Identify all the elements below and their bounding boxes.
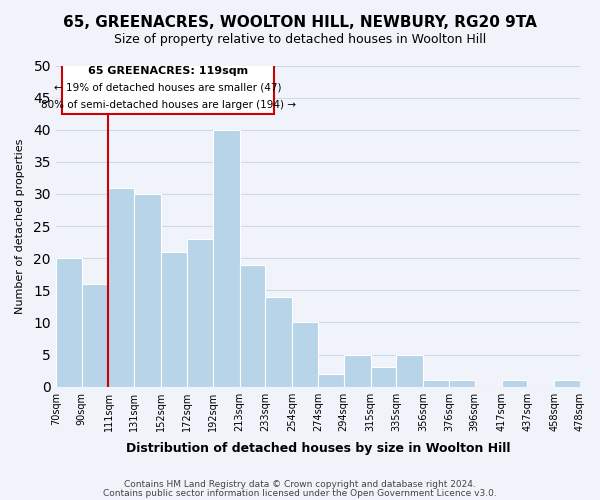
Text: 65 GREENACRES: 119sqm: 65 GREENACRES: 119sqm	[88, 66, 248, 76]
Bar	[344, 354, 371, 386]
Bar	[318, 374, 344, 386]
Bar	[292, 322, 318, 386]
Bar	[187, 239, 212, 386]
Bar	[212, 130, 239, 386]
Bar	[554, 380, 580, 386]
FancyBboxPatch shape	[62, 56, 274, 114]
Bar	[423, 380, 449, 386]
Bar	[134, 194, 161, 386]
Text: 65, GREENACRES, WOOLTON HILL, NEWBURY, RG20 9TA: 65, GREENACRES, WOOLTON HILL, NEWBURY, R…	[63, 15, 537, 30]
Bar	[109, 188, 134, 386]
Text: Size of property relative to detached houses in Woolton Hill: Size of property relative to detached ho…	[114, 32, 486, 46]
Y-axis label: Number of detached properties: Number of detached properties	[15, 138, 25, 314]
Bar	[265, 296, 292, 386]
Text: 80% of semi-detached houses are larger (194) →: 80% of semi-detached houses are larger (…	[41, 100, 296, 110]
Bar	[239, 264, 265, 386]
Bar	[371, 368, 396, 386]
Bar	[56, 258, 82, 386]
Bar	[449, 380, 475, 386]
Bar	[161, 252, 187, 386]
Text: Contains HM Land Registry data © Crown copyright and database right 2024.: Contains HM Land Registry data © Crown c…	[124, 480, 476, 489]
X-axis label: Distribution of detached houses by size in Woolton Hill: Distribution of detached houses by size …	[125, 442, 510, 455]
Text: ← 19% of detached houses are smaller (47): ← 19% of detached houses are smaller (47…	[55, 83, 282, 93]
Bar	[82, 284, 109, 386]
Bar	[502, 380, 527, 386]
Bar	[396, 354, 423, 386]
Text: Contains public sector information licensed under the Open Government Licence v3: Contains public sector information licen…	[103, 488, 497, 498]
